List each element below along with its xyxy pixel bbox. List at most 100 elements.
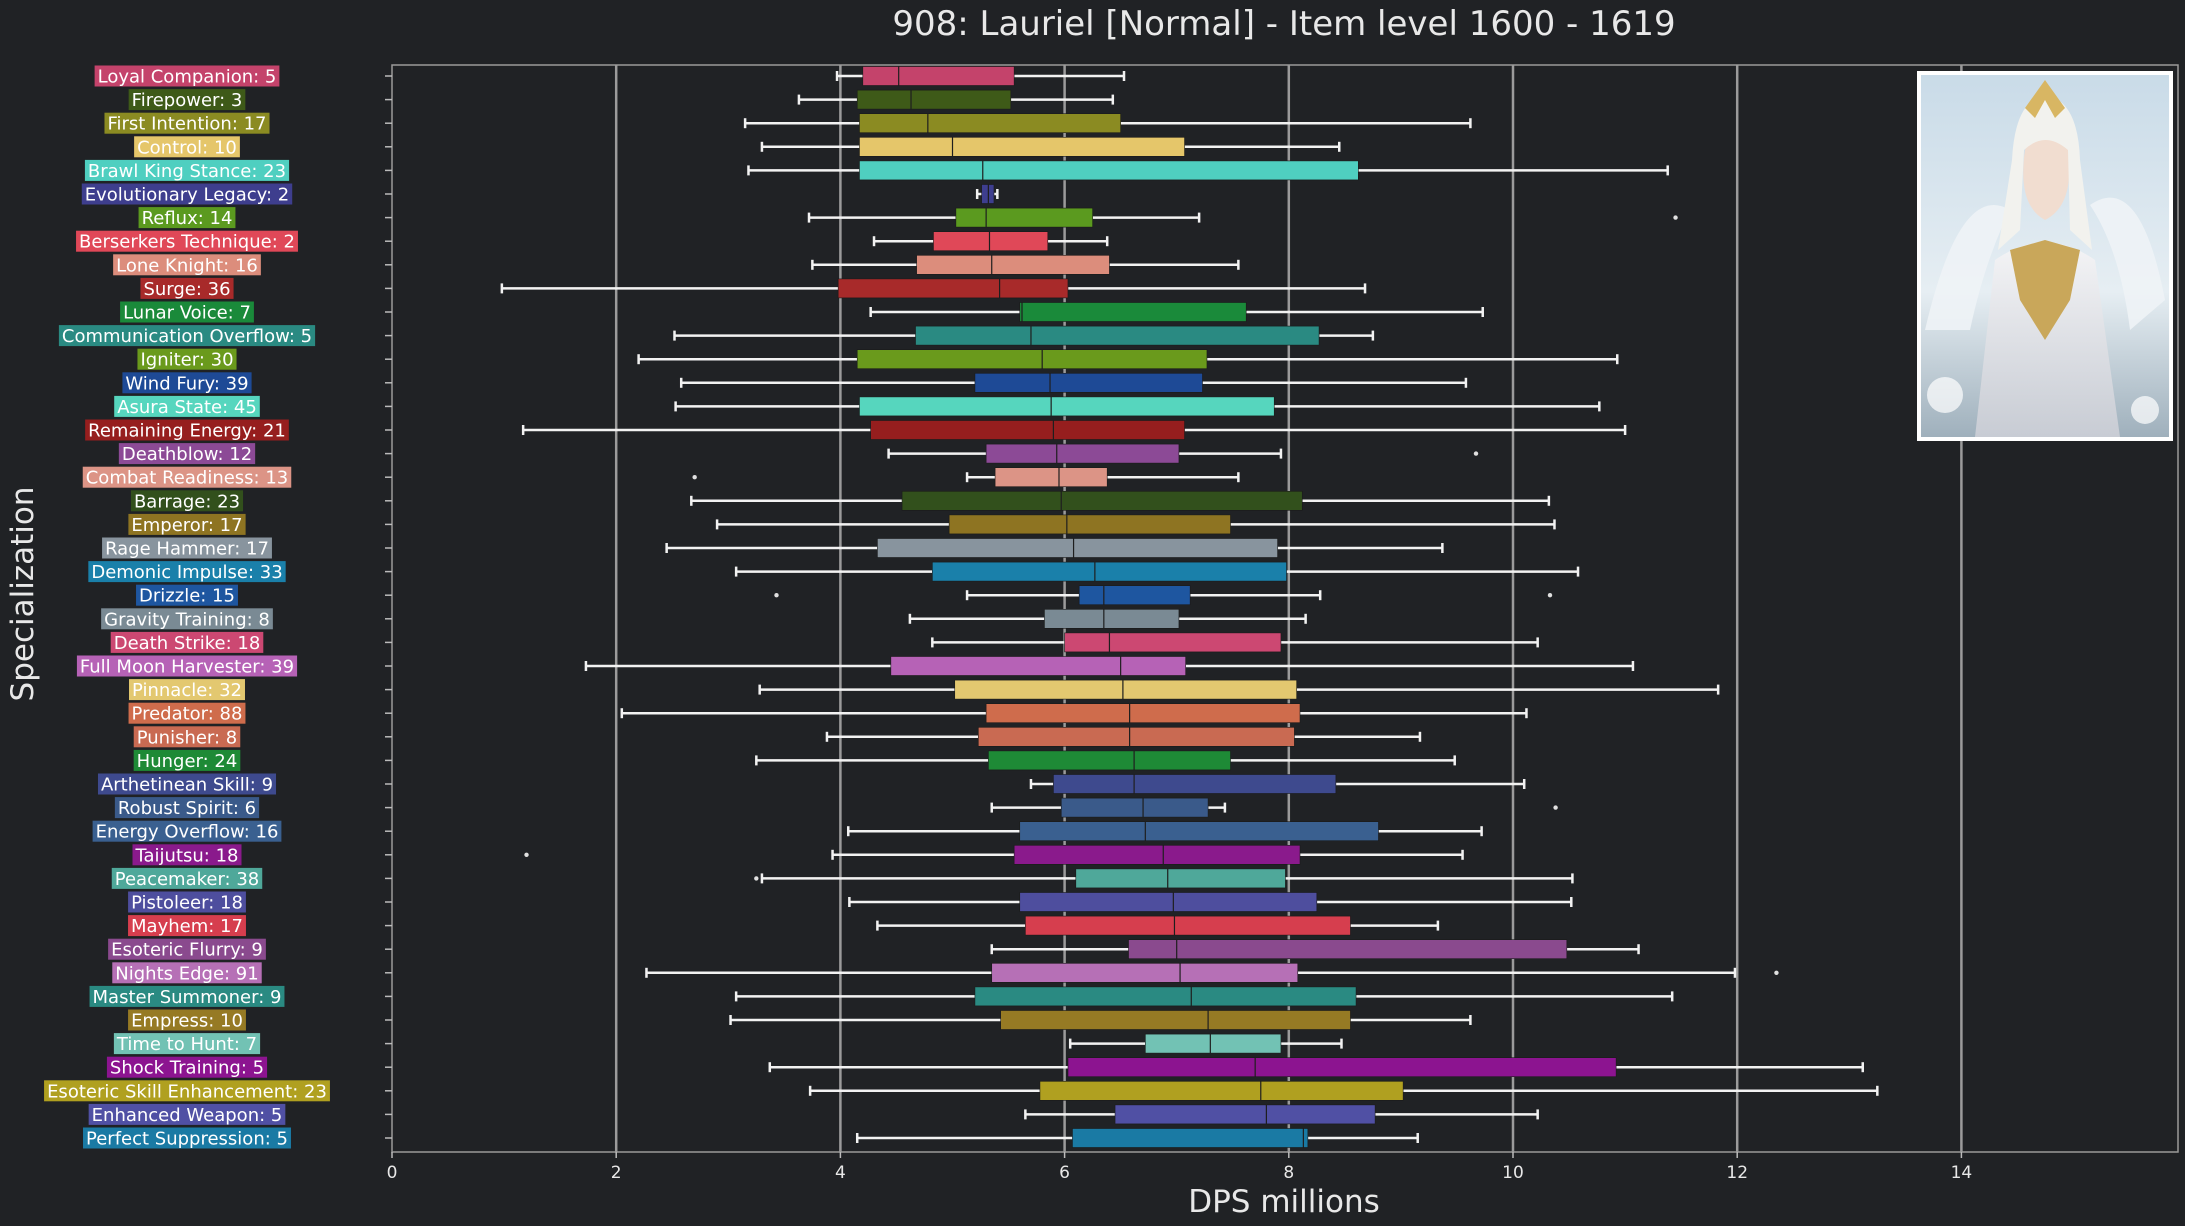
box-row xyxy=(500,278,1367,299)
category-label-background xyxy=(111,867,263,889)
category-label-text: Master Summoner: 9 xyxy=(93,987,282,1008)
iqr-box xyxy=(877,538,1278,558)
category-label-background xyxy=(122,372,252,394)
iqr-box xyxy=(933,231,1049,251)
category-label-text: Berserkers Technique: 2 xyxy=(79,232,295,253)
box-row xyxy=(869,302,1484,322)
outlier-point xyxy=(774,593,779,598)
category-label-text: Gravity Training: 8 xyxy=(104,609,270,630)
category-label: Communication Overflow: 5 xyxy=(58,325,316,347)
box-row xyxy=(855,1128,1419,1148)
box-row xyxy=(876,915,1440,936)
category-label: Esoteric Skill Enhancement: 23 xyxy=(44,1080,330,1102)
box-row xyxy=(872,231,1109,251)
category-label-text: Asura State: 45 xyxy=(117,397,257,418)
category-label: Remaining Energy: 21 xyxy=(85,419,289,442)
category-label: Robust Spirit: 6 xyxy=(114,797,260,819)
category-label: Surge: 36 xyxy=(140,277,234,300)
outlier-point xyxy=(1673,215,1678,220)
category-label: Emperor: 17 xyxy=(128,513,246,536)
outlier-point xyxy=(692,475,697,480)
x-tick-label: 12 xyxy=(1726,1163,1748,1183)
portrait-left-wing xyxy=(1925,205,2010,330)
category-label: Brawl King Stance: 23 xyxy=(84,159,290,182)
category-label: Firepower: 3 xyxy=(128,89,246,111)
category-label-text: Remaining Energy: 21 xyxy=(88,421,286,442)
category-label-background xyxy=(132,844,242,866)
category-label-background xyxy=(129,679,245,701)
category-label-background xyxy=(94,65,280,87)
iqr-box xyxy=(948,514,1231,535)
box-row xyxy=(584,656,1635,676)
category-label-text: Hunger: 24 xyxy=(137,751,238,772)
outlier-point xyxy=(1547,593,1553,598)
category-label: Asura State: 45 xyxy=(114,395,260,418)
category-label: Combat Readiness: 13 xyxy=(82,466,292,489)
iqr-box xyxy=(991,962,1299,983)
category-label: Full Moon Harvester: 39 xyxy=(76,655,298,678)
category-label-background xyxy=(118,443,256,465)
box-row xyxy=(679,372,1468,393)
box-row xyxy=(760,137,1341,157)
category-label: Pinnacle: 32 xyxy=(129,679,245,701)
box-row xyxy=(524,844,1464,865)
category-label-background xyxy=(76,230,298,252)
category-label-background xyxy=(88,1103,286,1125)
box-row xyxy=(674,396,1601,417)
iqr-box xyxy=(974,372,1203,393)
category-label-text: Peacemaker: 38 xyxy=(115,869,259,890)
category-label-background xyxy=(92,820,282,842)
category-label-background xyxy=(114,797,260,819)
category-label-text: Combat Readiness: 13 xyxy=(86,468,289,489)
category-label: Drizzle: 15 xyxy=(136,584,238,607)
iqr-box xyxy=(1053,774,1337,794)
iqr-box xyxy=(1039,1081,1404,1101)
iqr-box xyxy=(1078,585,1191,606)
category-label: Berserkers Technique: 2 xyxy=(76,230,298,253)
category-label-text: Demonic Impulse: 33 xyxy=(91,562,282,583)
category-label-text: Nights Edge: 91 xyxy=(115,963,258,984)
iqr-box xyxy=(890,656,1186,676)
category-label: Time to Hunt: 7 xyxy=(113,1033,261,1055)
category-label-background xyxy=(88,561,286,583)
box-row xyxy=(1024,1104,1539,1125)
category-label-text: Arthetinean Skill: 9 xyxy=(101,775,273,796)
iqr-box xyxy=(954,679,1297,700)
box-row xyxy=(690,490,1551,511)
category-label: Master Summoner: 9 xyxy=(89,985,285,1008)
box-row xyxy=(931,632,1539,653)
box-row xyxy=(729,1010,1472,1030)
category-label-text: Full Moon Harvester: 39 xyxy=(80,657,294,678)
category-label: Taijutsu: 18 xyxy=(132,844,242,866)
category-label-text: Brawl King Stance: 23 xyxy=(88,161,286,182)
iqr-box xyxy=(1114,1104,1376,1125)
category-label-text: Time to Hunt: 7 xyxy=(116,1034,257,1055)
outlier-point xyxy=(1553,805,1558,810)
category-label-background xyxy=(108,938,266,960)
category-label: Esoteric Flurry: 9 xyxy=(108,938,266,961)
iqr-box xyxy=(837,278,1069,299)
category-label: Punisher: 8 xyxy=(133,726,241,748)
iqr-box xyxy=(859,160,1359,181)
iqr-box xyxy=(1000,1010,1351,1030)
portrait-hair xyxy=(1998,95,2092,250)
category-label-background xyxy=(84,159,290,181)
category-label-background xyxy=(140,277,234,299)
character-portrait-image xyxy=(1917,71,2173,441)
category-label-background xyxy=(89,985,285,1007)
outlier-point xyxy=(524,852,529,857)
x-tick-label: 2 xyxy=(611,1163,622,1183)
portrait-feather xyxy=(1927,377,1963,413)
category-label-background xyxy=(76,655,298,677)
category-label-text: Loyal Companion: 5 xyxy=(98,67,277,88)
category-label-text: Death Strike: 18 xyxy=(114,633,261,654)
category-label-text: Barrage: 23 xyxy=(134,491,240,512)
portrait-armor xyxy=(2010,240,2080,340)
box-row xyxy=(1068,1033,1343,1054)
category-label: Loyal Companion: 5 xyxy=(94,65,280,88)
portrait-robe xyxy=(1975,242,2120,437)
category-label-background xyxy=(133,726,241,748)
category-label-background xyxy=(133,749,241,771)
